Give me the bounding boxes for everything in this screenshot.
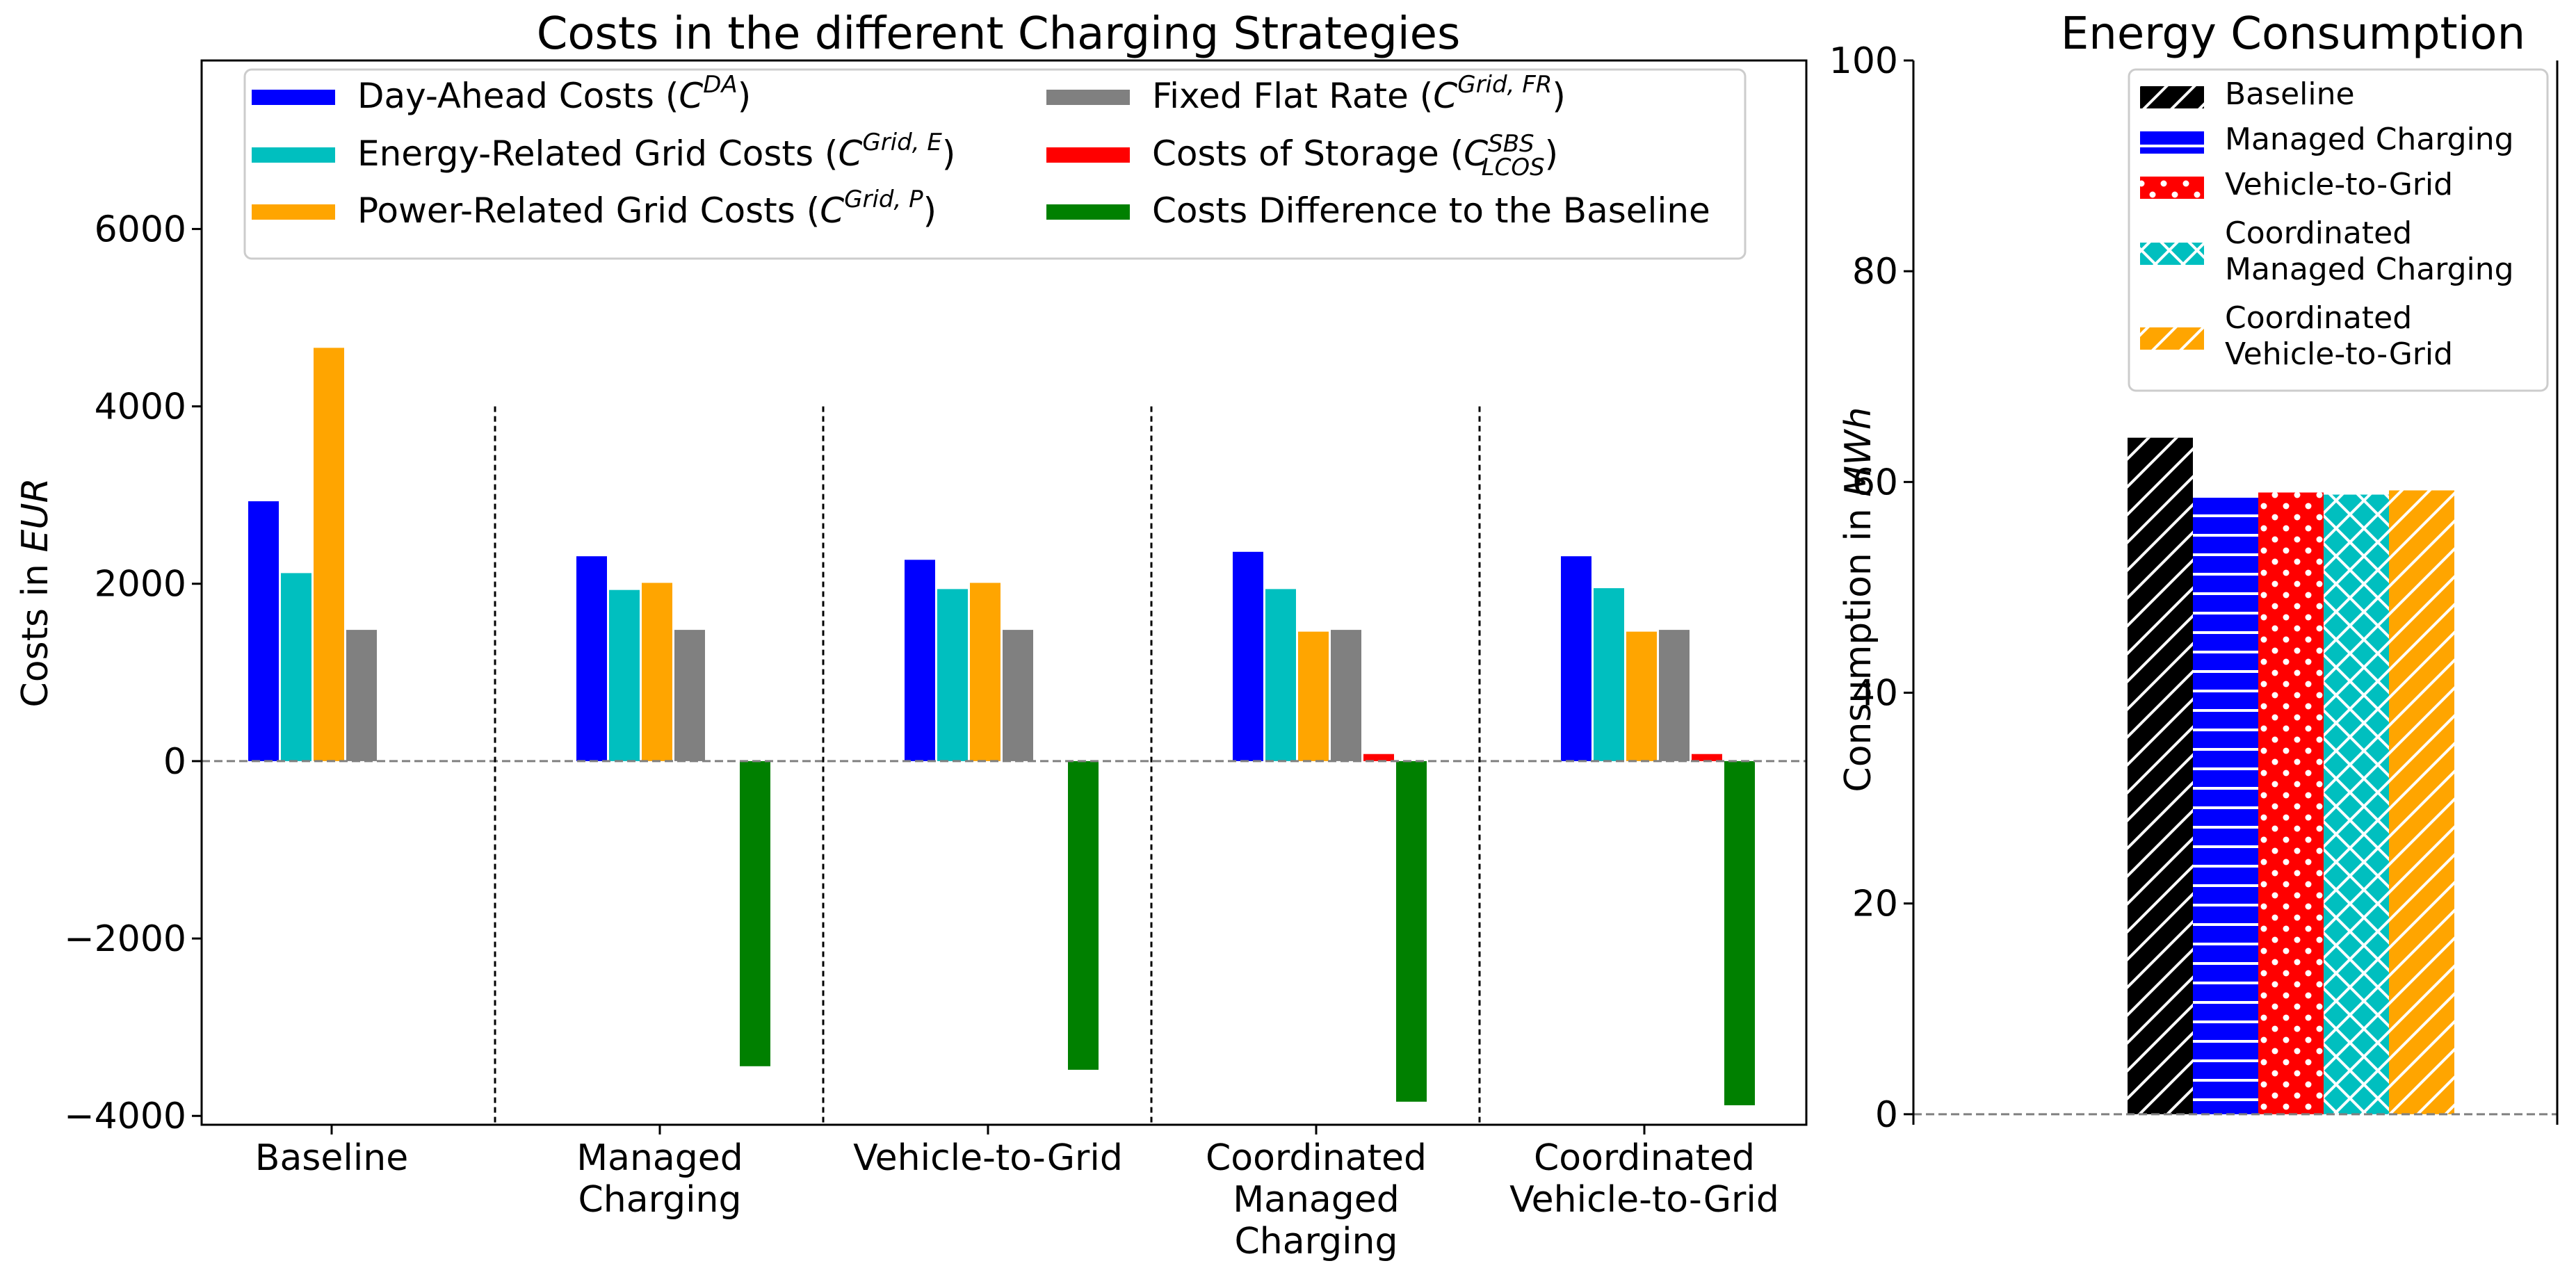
category-label: Coordinated — [1534, 1137, 1755, 1179]
legend-swatch-hatch — [2140, 243, 2204, 265]
legend-label-gp: Power-Related Grid Costs (CGrid, P) — [357, 186, 937, 231]
legend-label: Coordinated — [2225, 215, 2412, 251]
legend-box — [243, 68, 1747, 260]
bar-costs — [1068, 760, 1099, 1070]
legend-label: Managed Charging — [2225, 252, 2514, 287]
legend-swatch-hatch — [2140, 327, 2204, 350]
energy-bar-hatch — [2389, 490, 2454, 1114]
category-label: Vehicle-to-Grid — [853, 1137, 1123, 1179]
bar-energy-related — [937, 589, 968, 761]
bar-fixed — [1003, 630, 1033, 761]
y-axis-label: Costs in EUR — [15, 478, 56, 707]
y-tick-label: 80 — [1852, 251, 1898, 293]
bar-day-ahead — [248, 501, 279, 761]
legend-swatch-hatch — [2140, 131, 2204, 154]
bar-costs — [1363, 754, 1394, 761]
bar-power-related — [314, 348, 344, 761]
y-tick-label: 40 — [1852, 673, 1898, 715]
bar-fixed — [1331, 630, 1361, 761]
legend-label-cd: Costs Difference to the Baseline — [1152, 190, 1710, 231]
bar-energy-related — [609, 589, 640, 761]
legend-label-da: Day-Ahead Costs (CDA) — [357, 71, 751, 116]
legend-label: Managed Charging — [2225, 122, 2514, 157]
category-label: Coordinated — [1206, 1137, 1427, 1179]
y-tick-label: 2000 — [95, 564, 186, 605]
y-tick-label: 0 — [163, 741, 186, 783]
category-label: Baseline — [255, 1137, 408, 1179]
y-tick-label: 60 — [1852, 462, 1898, 503]
plot-frame — [200, 59, 1808, 1126]
bar-energy-related — [1594, 588, 1624, 761]
y-tick-label: 0 — [1875, 1094, 1898, 1136]
bar-fixed — [1659, 630, 1690, 761]
legend-swatch-hatch — [2140, 86, 2204, 108]
legend-swatch-hatch — [2140, 177, 2204, 199]
bar-energy-related — [281, 573, 311, 761]
bar-costs — [1724, 760, 1755, 1105]
legend-label: Vehicle-to-Grid — [2225, 336, 2453, 372]
bar-power-related — [970, 583, 1001, 761]
category-label: Charging — [1234, 1221, 1398, 1262]
energy-chart-title: Energy Consumption — [2061, 8, 2525, 60]
bar-energy-related — [1265, 589, 1296, 761]
bar-fixed — [346, 630, 377, 761]
bar-costs — [1396, 760, 1427, 1102]
y-tick-label: −2000 — [64, 918, 186, 960]
y-tick-label: 4000 — [95, 387, 186, 428]
legend-swatch-ge — [252, 147, 335, 163]
y-axis-label: Consumption in MWh — [1838, 407, 1879, 792]
bar-power-related — [642, 583, 672, 761]
legend-label-fr: Fixed Flat Rate (CGrid, FR) — [1152, 71, 1566, 116]
legend-label: Baseline — [2225, 76, 2355, 112]
bar-day-ahead — [576, 556, 607, 761]
bar-power-related — [1298, 631, 1329, 761]
legend-swatch-st — [1046, 147, 1130, 163]
bar-power-related — [1626, 631, 1657, 761]
bar-day-ahead — [1233, 551, 1263, 761]
category-label: Charging — [578, 1179, 741, 1221]
legend-swatch-da — [252, 90, 335, 105]
category-label: Vehicle-to-Grid — [1509, 1179, 1779, 1221]
costs-legend: Day-Ahead Costs (CDA) Energy-Related Grid… — [243, 68, 1747, 260]
legend-swatch-gp — [252, 204, 335, 220]
energy-bar-hatch — [2128, 437, 2193, 1114]
legend-box — [2128, 68, 2549, 392]
legend-label: Vehicle-to-Grid — [2225, 167, 2453, 202]
category-label: Managed — [576, 1137, 743, 1179]
energy-chart: Energy Consumption 0 20 40 60 80 100 Consumpti… — [1829, 8, 2559, 1136]
bar-costs — [1692, 754, 1722, 761]
y-tick-label: 100 — [1829, 40, 1898, 82]
y-tick-label: 6000 — [95, 209, 186, 250]
legend-label-ge: Energy-Related Grid Costs (CGrid, E) — [357, 129, 955, 174]
bar-day-ahead — [905, 560, 935, 761]
energy-bar-hatch — [2258, 492, 2324, 1114]
energy-bar-hatch — [2324, 494, 2389, 1114]
energy-bar-hatch — [2193, 496, 2258, 1114]
bar-costs — [740, 760, 770, 1066]
legend-label: Coordinated — [2225, 300, 2412, 336]
y-tick-label: 20 — [1852, 884, 1898, 925]
legend-label-st: Costs of Storage (CSBS LCOS) — [1152, 130, 1558, 181]
costs-chart: Costs in the different Charging Strategi… — [15, 8, 1808, 1262]
legend-swatch-fr — [1046, 90, 1130, 105]
y-tick-label: −4000 — [64, 1096, 186, 1137]
costs-chart-title: Costs in the different Charging Strategi… — [537, 8, 1461, 60]
category-label: Managed — [1233, 1179, 1400, 1221]
bar-fixed — [674, 630, 705, 761]
legend-swatch-cd — [1046, 204, 1130, 220]
bar-day-ahead — [1561, 556, 1591, 761]
